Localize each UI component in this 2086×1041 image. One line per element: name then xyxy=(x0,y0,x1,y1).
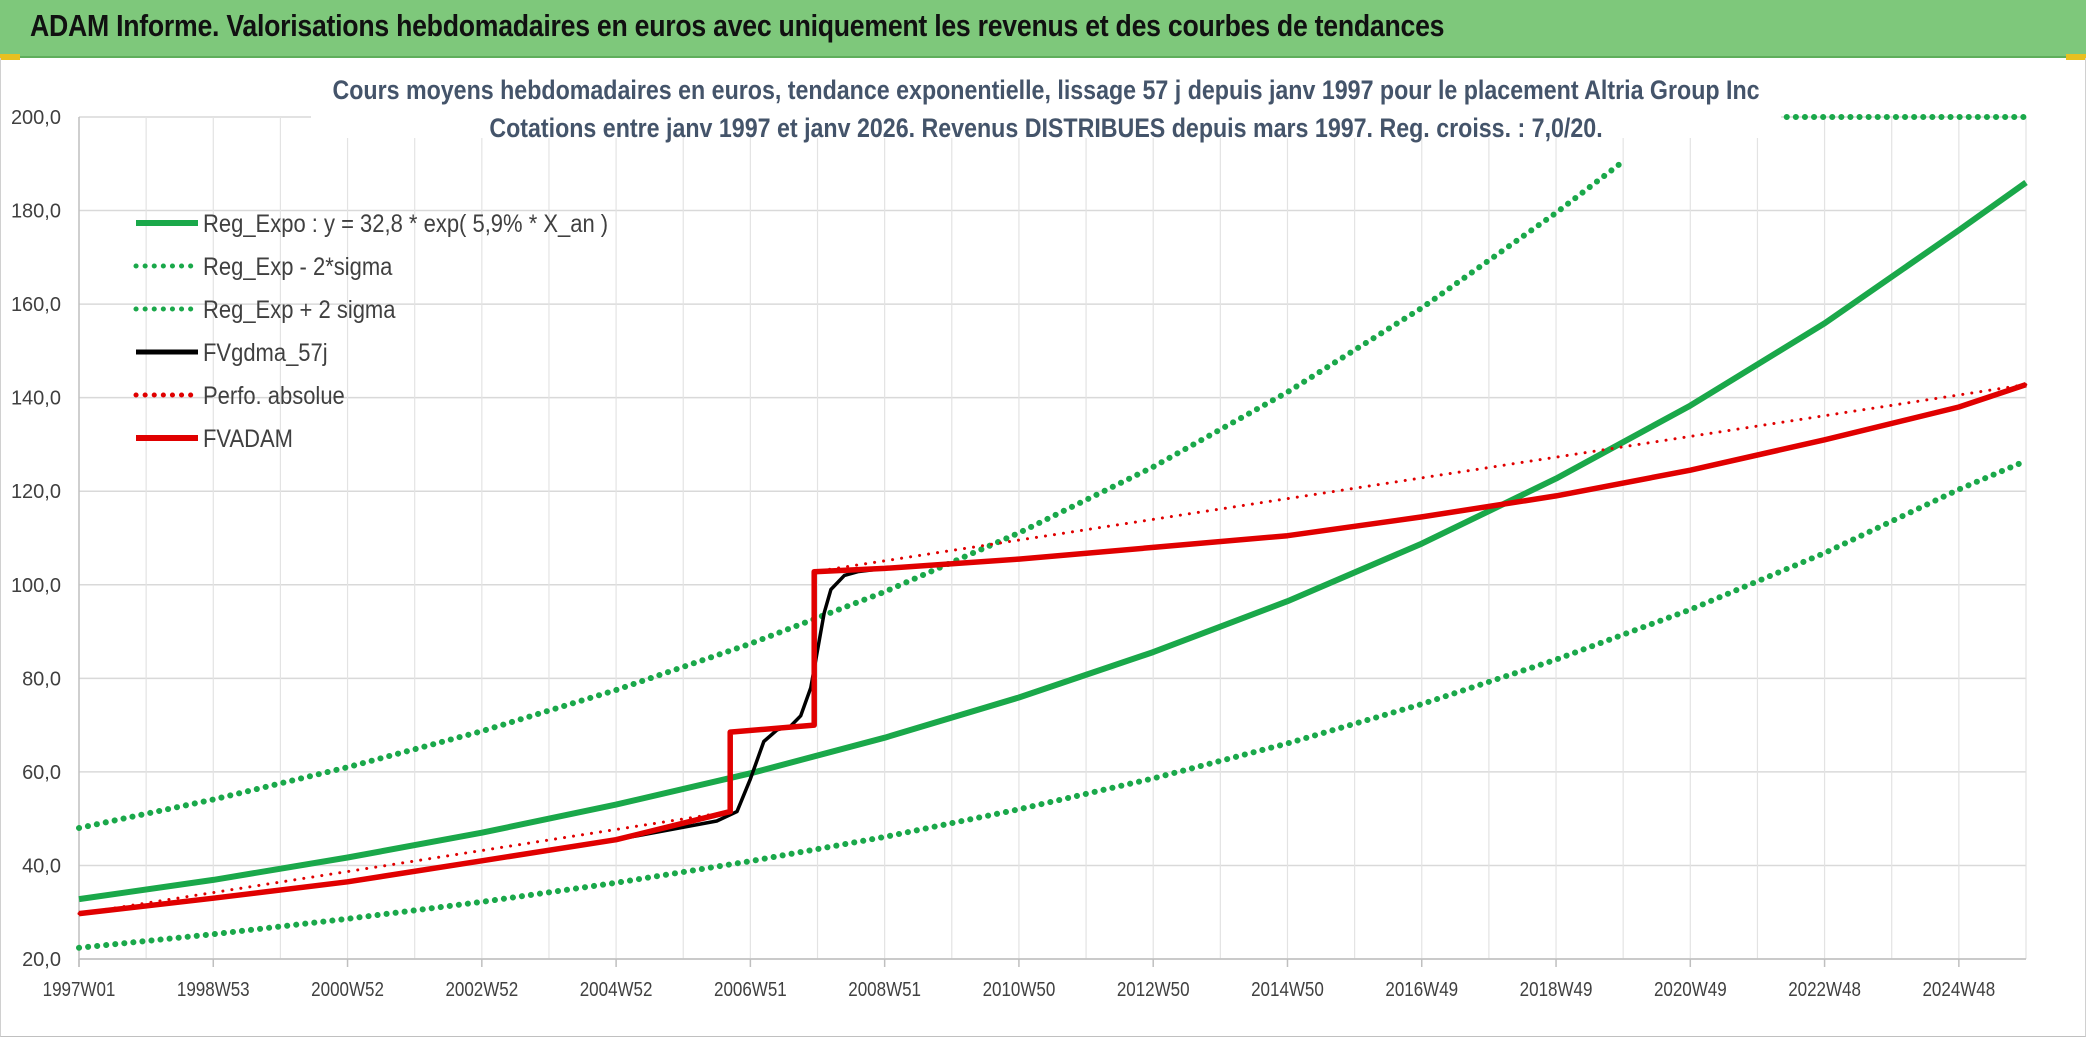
x-tick-label: 2020W49 xyxy=(1654,978,1727,1001)
x-tick-label: 1997W01 xyxy=(43,978,116,1001)
x-tick-label: 2014W50 xyxy=(1251,978,1324,1001)
y-tick-label: 80,0 xyxy=(22,668,61,690)
axes: 20,0 40,0 60,0 80,0 100,0 120,0 140,0 160,0 180,… xyxy=(11,107,2026,1000)
x-tick-label: 2012W50 xyxy=(1117,978,1190,1001)
legend-label: Reg_Exp - 2*sigma xyxy=(203,253,393,281)
x-tick-label: 2002W52 xyxy=(445,978,518,1001)
x-tick-label: 2006W51 xyxy=(714,978,787,1001)
legend-label: FVgdma_57j xyxy=(203,339,328,367)
series-line-2 xyxy=(76,158,1627,831)
x-tick-label: 2016W49 xyxy=(1385,978,1458,1001)
x-tick-label: 1998W53 xyxy=(177,978,250,1001)
y-tick-label: 60,0 xyxy=(22,762,61,784)
x-tick-label: 2000W52 xyxy=(311,978,384,1001)
x-tick-label: 2022W48 xyxy=(1788,978,1861,1001)
page-title: ADAM Informe. Valorisations hebdomadaire… xyxy=(30,8,1445,43)
corner-marker-left xyxy=(0,54,20,60)
chart-titles: Cours moyens hebdomadaires en euros, ten… xyxy=(311,64,1781,143)
header-bar: ADAM Informe. Valorisations hebdomadaire… xyxy=(0,0,2086,58)
corner-marker-right xyxy=(2066,54,2086,60)
chart-frame: 20,0 40,0 60,0 80,0 100,0 120,0 140,0 160,0 180,… xyxy=(0,58,2086,1037)
series-layer xyxy=(76,114,2029,951)
x-tick-label: 2024W48 xyxy=(1922,978,1995,1001)
y-tick-label: 160,0 xyxy=(11,294,61,316)
series-line-6 xyxy=(78,381,2027,917)
y-tick-label: 40,0 xyxy=(22,855,61,877)
x-tick-label: 2008W51 xyxy=(848,978,921,1001)
y-tick-label: 100,0 xyxy=(11,575,61,597)
chart-title: Cours moyens hebdomadaires en euros, ten… xyxy=(332,75,1759,105)
legend-label: FVADAM xyxy=(203,425,293,453)
y-tick-label: 120,0 xyxy=(11,481,61,503)
chart-subtitle: Cotations entre janv 1997 et janv 2026. … xyxy=(489,113,1602,143)
x-tick-label: 2018W49 xyxy=(1520,978,1593,1001)
y-tick-label: 140,0 xyxy=(11,388,61,410)
y-tick-label: 180,0 xyxy=(11,201,61,223)
x-tick-label: 2004W52 xyxy=(580,978,653,1001)
y-tick-label: 20,0 xyxy=(22,949,61,971)
legend: Reg_Expo : y = 32,8 * exp( 5,9% * X_an )… xyxy=(133,210,608,453)
legend-label: Reg_Exp + 2 sigma xyxy=(203,296,396,324)
chart: 20,0 40,0 60,0 80,0 100,0 120,0 140,0 160,0 180,… xyxy=(11,64,2029,1000)
legend-label: Reg_Expo : y = 32,8 * exp( 5,9% * X_an ) xyxy=(203,210,608,238)
series-line-0 xyxy=(78,180,2028,903)
y-tick-label: 200,0 xyxy=(11,107,61,129)
legend-label: Perfo. absolue xyxy=(203,382,345,410)
x-tick-label: 2010W50 xyxy=(983,978,1056,1001)
series-line-1 xyxy=(76,457,2029,951)
